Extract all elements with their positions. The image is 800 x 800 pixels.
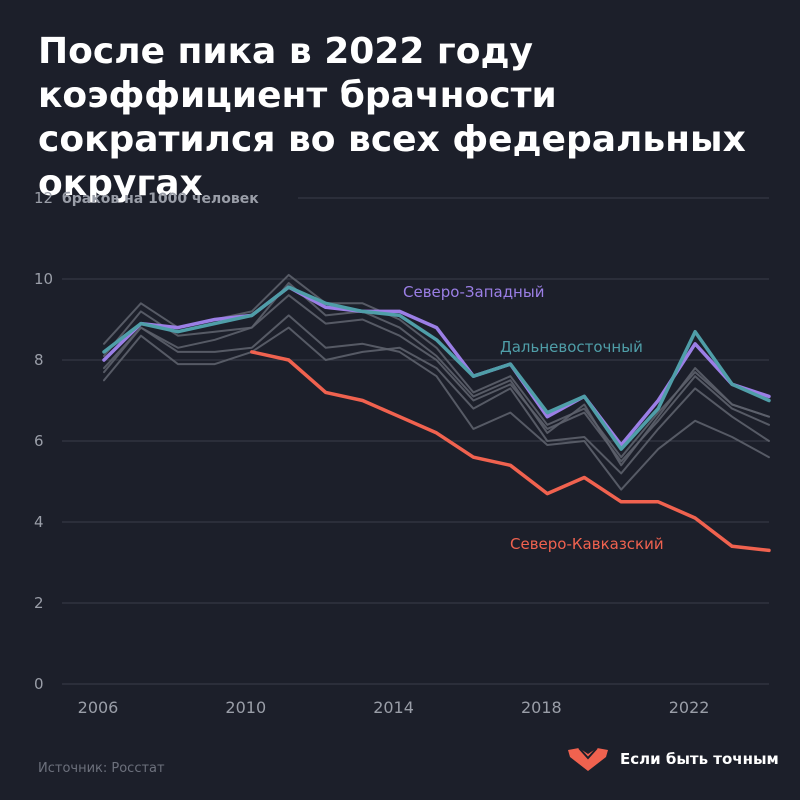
annotation-northwest: Северо-Западный (403, 283, 544, 301)
series-line-highlight (102, 285, 771, 447)
series-line-other (103, 294, 770, 463)
x-tick-label: 2022 (669, 698, 710, 717)
page-title: После пика в 2022 году коэффициент брачн… (38, 31, 746, 204)
y-tick-label: 2 (34, 594, 44, 612)
series-annotations: Северо-Западный Дальневосточный Северо-К… (403, 283, 664, 553)
y-tick-labels: 0 2 4 6 8 10 12 (34, 189, 53, 693)
y-grid (62, 197, 769, 685)
y-tick-label: 12 (34, 189, 53, 207)
x-tick-label: 2018 (521, 698, 562, 717)
annotation-northcaucasus: Северо-Кавказский (510, 535, 664, 553)
x-tick-label: 2006 (78, 698, 119, 717)
series-line-other (103, 326, 770, 475)
series-line-highlight (250, 350, 771, 553)
y-tick-label: 0 (34, 675, 44, 693)
brand-logo-icon (568, 747, 608, 771)
x-tick-labels: 2006 2010 2014 2018 2022 (78, 698, 710, 717)
series-line-highlight (102, 285, 771, 451)
x-tick-label: 2010 (225, 698, 266, 717)
brand-name: Если быть точным (620, 750, 779, 768)
x-tick-label: 2014 (373, 698, 414, 717)
y-axis-label: браков на 1000 человек (62, 191, 259, 207)
series-line-other (103, 282, 770, 467)
brand-block: Если быть точным (566, 746, 779, 772)
y-tick-label: 6 (34, 432, 44, 450)
series-lines (102, 273, 771, 553)
y-tick-label: 4 (34, 513, 44, 531)
annotation-fareast: Дальневосточный (500, 338, 643, 356)
source-note: Источник: Росстат (38, 761, 165, 776)
series-line-other (103, 314, 770, 491)
y-tick-label: 10 (34, 270, 53, 288)
y-tick-label: 8 (34, 351, 44, 369)
series-line-other (103, 273, 770, 459)
